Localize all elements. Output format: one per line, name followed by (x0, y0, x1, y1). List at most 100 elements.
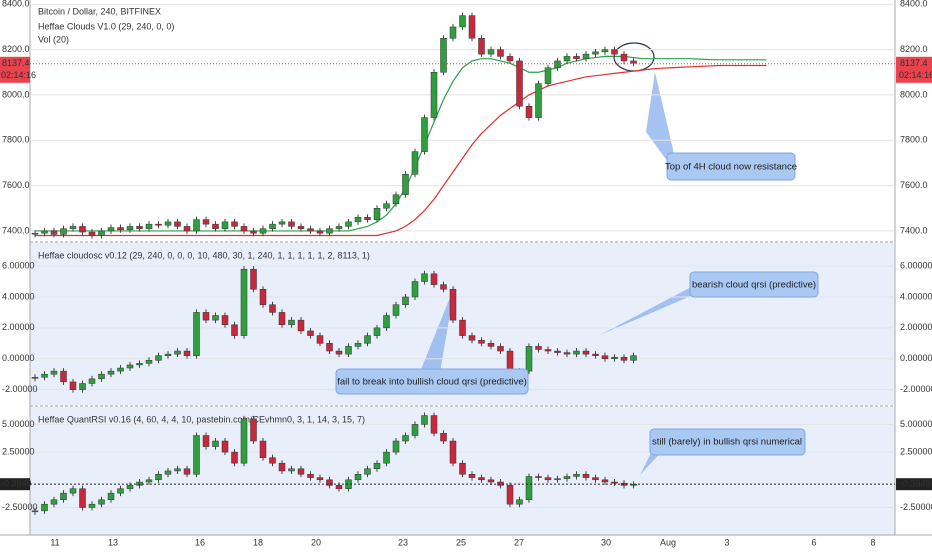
y-tick-label: 4.00000 (900, 291, 932, 301)
candle (402, 435, 409, 442)
candle (164, 221, 172, 226)
price-label: 8137.4 (2, 58, 30, 68)
candle (212, 440, 219, 447)
candle (69, 488, 77, 494)
y-tick-label: 8000.0 (2, 89, 30, 99)
x-tick-label: 6 (811, 537, 816, 547)
candle (468, 335, 476, 341)
candle (231, 324, 238, 336)
value-label: -0.3949 (900, 479, 931, 489)
candle (117, 488, 124, 494)
x-tick-label: 25 (456, 537, 466, 547)
candle (240, 226, 248, 232)
y-tick-label: 8400.0 (900, 0, 928, 9)
y-tick-label: 6.00000 (2, 260, 35, 270)
x-tick-label: 16 (195, 537, 205, 547)
candle (592, 51, 599, 55)
candle (335, 485, 343, 489)
candle (601, 49, 609, 53)
candle (88, 231, 96, 236)
candle (297, 226, 305, 229)
candle (449, 440, 457, 464)
candle (611, 49, 618, 55)
y-tick-label: 5.00000 (2, 419, 35, 429)
candle (525, 476, 533, 501)
candle (202, 219, 210, 225)
candle (202, 312, 210, 321)
candle (582, 474, 590, 478)
price-tag (0, 56, 30, 83)
candle (373, 208, 381, 220)
callout-pointer (600, 285, 700, 335)
candle (525, 346, 533, 372)
candle (440, 38, 447, 73)
countdown: 02:14:16 (1, 70, 36, 80)
candle (316, 335, 324, 344)
x-tick-label: 11 (50, 537, 59, 547)
candle (354, 474, 362, 481)
y-tick-label: 7400.0 (2, 225, 30, 235)
candle (601, 479, 609, 483)
candle (468, 474, 476, 478)
candle (145, 223, 153, 229)
candle (107, 492, 115, 501)
candle (345, 221, 352, 227)
candle (69, 226, 77, 229)
candle (364, 468, 371, 475)
candle (611, 356, 618, 360)
candle (117, 227, 124, 231)
candle (126, 226, 134, 231)
candle (174, 468, 181, 472)
candle (335, 350, 343, 355)
candle (373, 327, 381, 336)
candle (145, 360, 153, 364)
indicator-line (35, 55, 767, 232)
candle (259, 288, 267, 305)
candle (250, 268, 257, 290)
value-tag (896, 478, 932, 491)
candle (212, 223, 219, 229)
price-label: 8137.4 (900, 58, 928, 68)
value-tag (0, 478, 30, 491)
x-tick-label: 3 (724, 537, 729, 547)
candle (421, 273, 428, 282)
annotation: still (barely) in bullish qrsi numerical (652, 437, 802, 448)
candle (421, 117, 428, 152)
candle (582, 53, 590, 59)
candle (193, 312, 200, 356)
pane-title: Bitcoin / Dollar, 240, BITFINEX (38, 6, 161, 16)
candle (155, 474, 162, 481)
candle (592, 353, 599, 356)
y-tick-label: 2.50000 (900, 446, 932, 456)
candle (449, 26, 457, 39)
y-tick-label: 7800.0 (2, 135, 30, 145)
candle (563, 476, 571, 479)
candle (430, 415, 438, 434)
candle (278, 462, 286, 472)
candle (98, 230, 105, 236)
candle (326, 228, 333, 234)
candle (345, 346, 352, 355)
candle (278, 221, 286, 225)
x-tick-label: 27 (514, 537, 524, 547)
candle (535, 346, 542, 350)
candle (487, 343, 495, 347)
candle (449, 288, 457, 321)
candle (630, 355, 637, 361)
candle (326, 479, 333, 486)
y-tick-label: 7800.0 (900, 135, 928, 145)
annotation-box (666, 152, 796, 181)
annotation: Top of 4H cloud now resistance (665, 162, 797, 173)
x-tick-label: 13 (108, 537, 118, 547)
candle (525, 106, 533, 118)
candle (383, 451, 390, 464)
candle (60, 492, 67, 501)
y-tick-label: 6.00000 (900, 260, 932, 270)
candle (221, 315, 229, 326)
candle (136, 226, 143, 229)
candle (487, 49, 495, 55)
candle (326, 343, 333, 352)
annotation-box (335, 368, 529, 395)
candle (554, 478, 561, 481)
candle (411, 424, 419, 436)
